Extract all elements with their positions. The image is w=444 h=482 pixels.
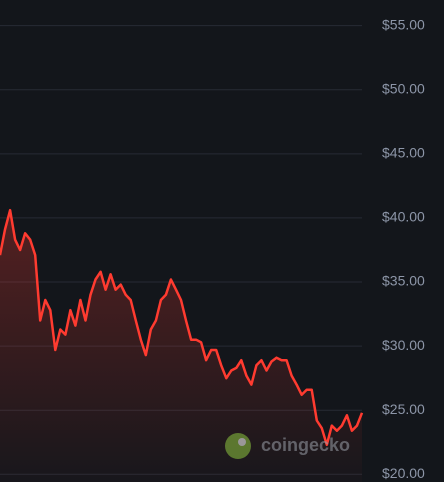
price-line bbox=[0, 208, 364, 447]
watermark-text: coingecko bbox=[261, 435, 350, 455]
y-tick-label: $45.00 bbox=[382, 145, 425, 161]
y-tick-label: $35.00 bbox=[382, 273, 425, 289]
watermark-logo bbox=[225, 433, 251, 459]
area bbox=[0, 210, 362, 482]
y-tick-label: $30.00 bbox=[382, 337, 425, 353]
watermark: coingecko bbox=[225, 433, 350, 459]
plot bbox=[0, 208, 364, 482]
y-tick-label: $40.00 bbox=[382, 209, 425, 225]
y-tick-label: $55.00 bbox=[382, 16, 425, 32]
y-tick-label: $20.00 bbox=[382, 465, 425, 481]
y-tick-label: $25.00 bbox=[382, 401, 425, 417]
y-tick-label: $50.00 bbox=[382, 80, 425, 96]
watermark-logo-eye bbox=[238, 438, 246, 446]
